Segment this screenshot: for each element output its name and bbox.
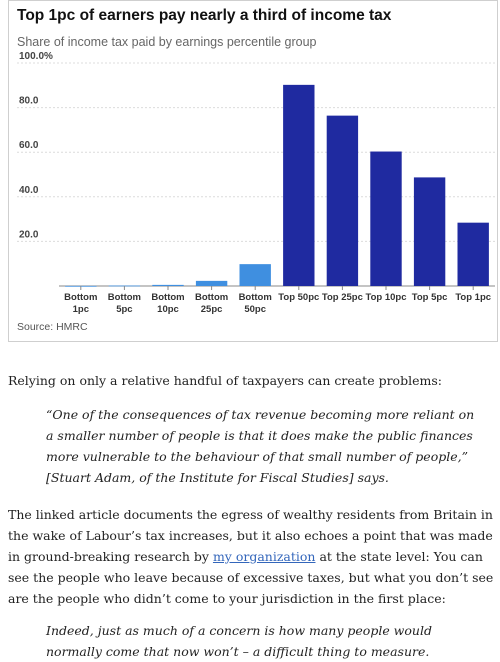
article-paragraph-intro: Relying on only a relative handful of ta… [8, 373, 442, 388]
y-tick-label: 20.0 [19, 229, 39, 240]
chart-subtitle: Share of income tax paid by earnings per… [17, 35, 317, 49]
bar [108, 285, 141, 287]
x-tick-label: Bottom [108, 292, 141, 303]
x-tick-label: Bottom [64, 292, 97, 303]
bar [457, 222, 489, 286]
x-tick-label: 5pc [116, 304, 132, 315]
x-tick-label: Top 5pc [412, 292, 448, 303]
x-tick-label: Top 1pc [455, 292, 491, 303]
x-tick-label: Bottom [239, 292, 272, 303]
paragraph-text-end: at the state level: You can see the peop… [8, 549, 494, 606]
y-tick-label: 40.0 [19, 185, 39, 196]
chart-figure: 20.0 40.0 60.0 80.0 100.0% Bottom 1pc Bottom 5pc… [8, 0, 498, 342]
x-tick-label: Bottom [151, 292, 184, 303]
article-quote-adam: “One of the consequences of tax revenue … [46, 407, 475, 485]
paragraph-text-start: The linked article documents the egress … [8, 507, 493, 564]
bar-chart: 20.040.060.080.0100.0%Bottom1pcBottom5pc… [17, 51, 495, 315]
bar [326, 115, 359, 287]
x-tick-label: 25pc [201, 304, 223, 315]
x-tick-label: Top 50pc [278, 292, 319, 303]
y-tick-label: 80.0 [19, 96, 39, 107]
y-tick-label: 60.0 [19, 140, 39, 151]
my-organization-link[interactable]: my organization [212, 549, 316, 564]
bar [152, 284, 184, 286]
bar [239, 264, 271, 286]
article-quote-measure: Indeed, just as much of a concern is how… [46, 623, 432, 659]
chart-title: Top 1pc of earners pay nearly a third of… [17, 7, 392, 24]
bar [370, 151, 402, 286]
x-tick-label: Bottom [195, 292, 228, 303]
chart-source: Source: HMRC [17, 321, 88, 333]
bar [283, 84, 315, 286]
bar [195, 280, 228, 286]
x-tick-label: Top 10pc [366, 292, 407, 303]
x-tick-label: 50pc [244, 304, 266, 315]
y-tick-label: 100.0% [19, 51, 53, 62]
article-paragraph-research: The linked article documents the egress … [8, 504, 498, 609]
bar [413, 177, 446, 286]
x-tick-label: 10pc [157, 304, 179, 315]
x-tick-label: 1pc [73, 304, 89, 315]
x-tick-label: Top 25pc [322, 292, 363, 303]
